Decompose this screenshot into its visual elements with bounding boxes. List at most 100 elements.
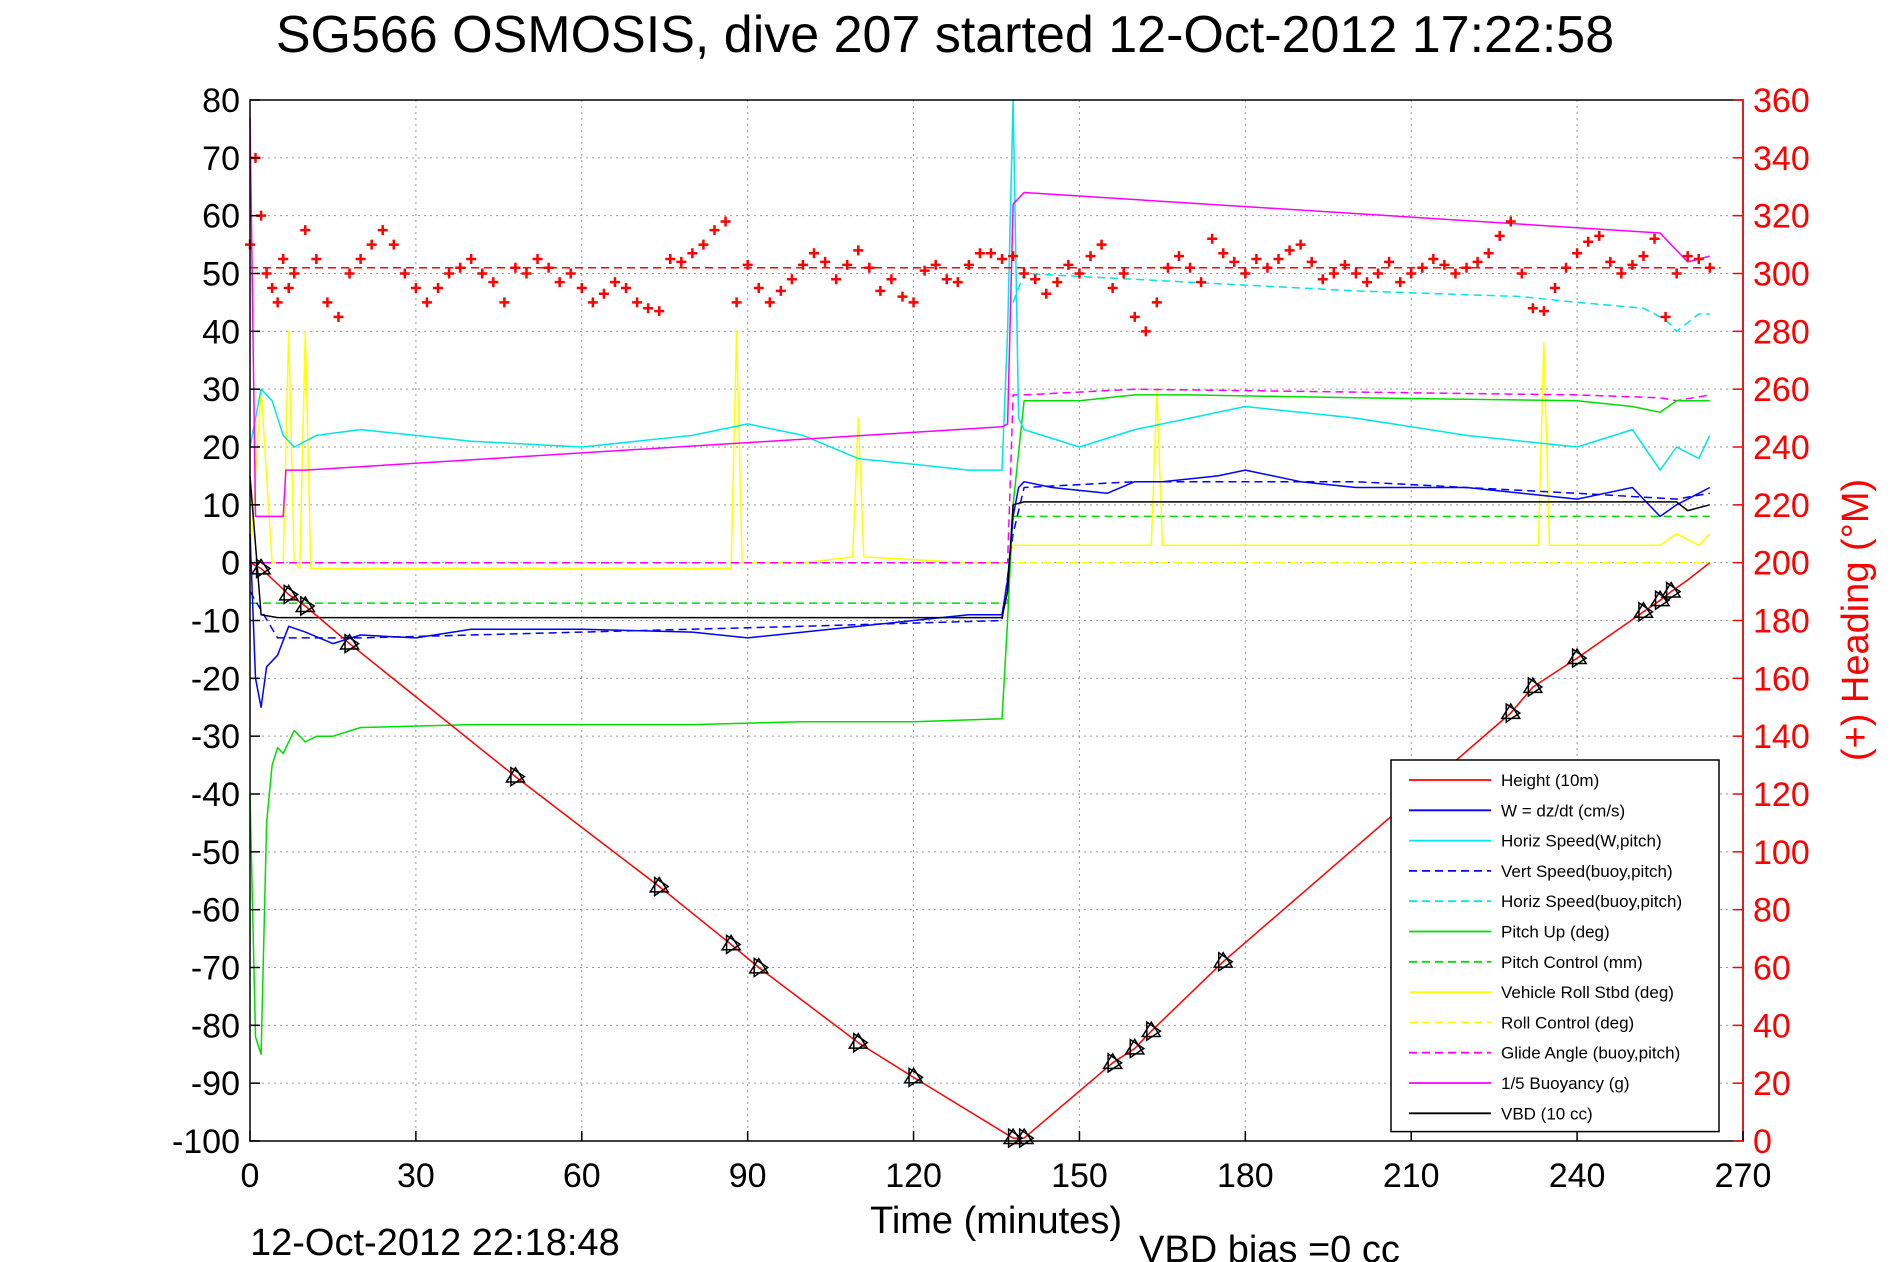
footer-timestamp: 12-Oct-2012 22:18:48 [250, 1222, 620, 1262]
heading-marker [421, 297, 432, 308]
heading-marker [466, 254, 477, 265]
right-tick-label: 160 [1753, 660, 1810, 698]
dive-point-marker [1522, 676, 1544, 698]
heading-marker [1096, 239, 1107, 250]
legend-label: W = dz/dt (cm/s) [1501, 801, 1625, 820]
heading-marker [322, 297, 333, 308]
heading-marker [1638, 251, 1649, 262]
heading-marker [797, 259, 808, 270]
right-tick-label: 300 [1753, 256, 1810, 294]
y-tick-label: -30 [191, 718, 240, 756]
chart-title: SG566 OSMOSIS, dive 207 started 12-Oct-2… [276, 6, 1614, 64]
x-tick-label: 120 [885, 1157, 942, 1195]
x-tick-label: 270 [1715, 1157, 1772, 1195]
heading-marker [444, 268, 455, 279]
dive-point-marker [1140, 1020, 1162, 1042]
heading-marker [753, 282, 764, 293]
series-vspeed-buoy [249, 480, 1710, 639]
heading-marker [974, 248, 985, 259]
heading-marker [853, 245, 864, 256]
heading-marker [565, 268, 576, 279]
heading-marker [1428, 254, 1439, 265]
y-tick-label: 50 [202, 256, 240, 294]
heading-marker [1052, 277, 1063, 288]
right-tick-label: 340 [1753, 140, 1810, 178]
dive-point-marker [1500, 702, 1522, 724]
x-tick-label: 240 [1549, 1157, 1606, 1195]
heading-marker [775, 285, 786, 296]
x-tick-label: 90 [729, 1157, 767, 1195]
legend-label: Horiz Speed(buoy,pitch) [1501, 892, 1682, 911]
heading-marker [1317, 274, 1328, 285]
x-tick-label: 0 [241, 1157, 260, 1195]
heading-marker [1085, 251, 1096, 262]
series-height [249, 562, 1711, 1139]
series-hspeed-w [249, 99, 1711, 471]
heading-marker [300, 225, 311, 236]
heading-marker [1151, 297, 1162, 308]
right-tick-label: 120 [1753, 776, 1810, 814]
footer-vbd-bias: VBD bias =0 cc [1139, 1229, 1400, 1262]
y-tick-label: -60 [191, 892, 240, 930]
heading-marker [488, 277, 499, 288]
series-pitch-up [249, 394, 1710, 1056]
heading-marker [742, 259, 753, 270]
heading-marker [709, 225, 720, 236]
heading-marker [399, 268, 410, 279]
heading-marker [1439, 259, 1450, 270]
x-tick-label: 210 [1383, 1157, 1440, 1195]
dive-point-marker [648, 876, 670, 897]
series-hspeed-buoy [1012, 272, 1710, 333]
heading-marker [499, 297, 510, 308]
x-tick-label: 150 [1051, 1157, 1108, 1195]
right-axis-label: (+) Heading (°M) [1835, 479, 1877, 761]
series-vbd [249, 475, 1710, 619]
heading-marker [1306, 256, 1317, 267]
heading-marker [731, 297, 742, 308]
heading-marker [366, 239, 377, 250]
heading-marker [842, 259, 853, 270]
series-roll [249, 330, 1711, 570]
heading-marker [1118, 268, 1129, 279]
dive-point-marker [720, 933, 742, 955]
heading-marker [1494, 230, 1505, 241]
heading-marker [521, 268, 532, 279]
heading-marker [1417, 262, 1428, 273]
heading-marker [831, 274, 842, 285]
heading-marker [952, 277, 963, 288]
heading-marker [1395, 277, 1406, 288]
heading-marker [1516, 268, 1527, 279]
dive-point-marker [1633, 601, 1654, 623]
heading-marker [1549, 282, 1560, 293]
dive-point-marker [1660, 581, 1682, 602]
series-layer [249, 99, 1711, 1139]
heading-marker [930, 259, 941, 270]
dive-point-marker [1013, 1127, 1035, 1149]
heading-marker [1350, 268, 1361, 279]
heading-marker [1538, 306, 1549, 317]
x-axis-label: Time (minutes) [870, 1200, 1122, 1242]
heading-marker [283, 282, 294, 293]
heading-marker [1373, 268, 1384, 279]
heading-marker [410, 282, 421, 293]
right-axis-ticks: 3603403203002802602402202001801601401201… [1733, 82, 1810, 1161]
y-tick-label: -10 [191, 603, 240, 641]
heading-marker [267, 282, 278, 293]
heading-marker [554, 277, 565, 288]
heading-marker [643, 303, 654, 314]
heading-marker [1704, 262, 1715, 273]
heading-marker [654, 306, 665, 317]
legend-label: Vert Speed(buoy,pitch) [1501, 862, 1673, 881]
heading-marker [1627, 259, 1638, 270]
dive-point-marker [748, 957, 770, 978]
right-tick-label: 80 [1753, 892, 1791, 930]
heading-marker [1162, 262, 1173, 273]
series-buoyancy [249, 117, 1710, 518]
dive-point-marker [505, 766, 526, 788]
y-tick-label: -80 [191, 1007, 240, 1045]
heading-marker [1361, 277, 1372, 288]
legend-label: 1/5 Buoyancy (g) [1501, 1074, 1630, 1093]
legend-label: VBD (10 cc) [1501, 1104, 1593, 1123]
heading-marker [289, 268, 300, 279]
